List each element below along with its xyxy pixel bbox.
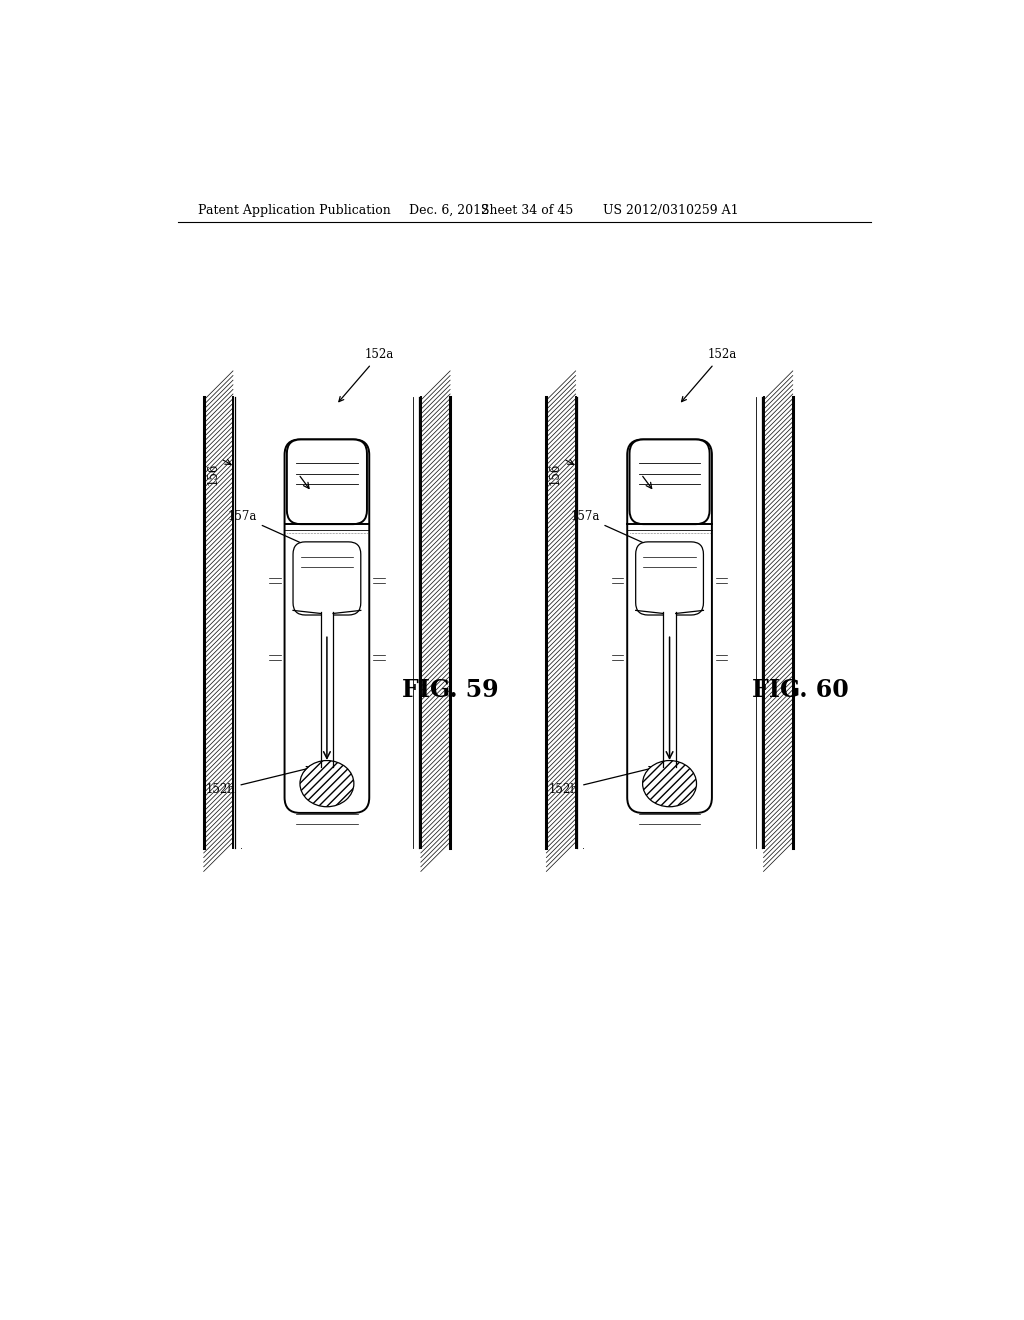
Text: Sheet 34 of 45: Sheet 34 of 45 — [481, 205, 573, 218]
Text: FIG. 59: FIG. 59 — [401, 677, 499, 702]
Text: US 2012/0310259 A1: US 2012/0310259 A1 — [603, 205, 739, 218]
Text: 157a: 157a — [227, 510, 315, 549]
Text: Patent Application Publication: Patent Application Publication — [199, 205, 391, 218]
FancyBboxPatch shape — [293, 543, 360, 615]
Text: 156: 156 — [549, 463, 562, 486]
Text: 156: 156 — [207, 463, 219, 486]
FancyBboxPatch shape — [628, 440, 712, 813]
Text: 152a: 152a — [339, 348, 394, 401]
Bar — [664, 612, 676, 767]
Bar — [584, 397, 756, 847]
Text: 152h: 152h — [206, 767, 311, 796]
Text: 152h: 152h — [549, 767, 654, 796]
Text: 157a: 157a — [570, 510, 658, 549]
Text: Dec. 6, 2012: Dec. 6, 2012 — [410, 205, 489, 218]
FancyBboxPatch shape — [285, 440, 370, 813]
FancyBboxPatch shape — [630, 440, 710, 524]
Ellipse shape — [300, 760, 354, 807]
Bar — [321, 612, 333, 767]
FancyBboxPatch shape — [287, 440, 367, 524]
Text: FIG. 60: FIG. 60 — [752, 677, 849, 702]
Bar — [241, 397, 413, 847]
FancyBboxPatch shape — [636, 543, 703, 615]
Text: 152a: 152a — [682, 348, 736, 401]
Ellipse shape — [643, 760, 696, 807]
